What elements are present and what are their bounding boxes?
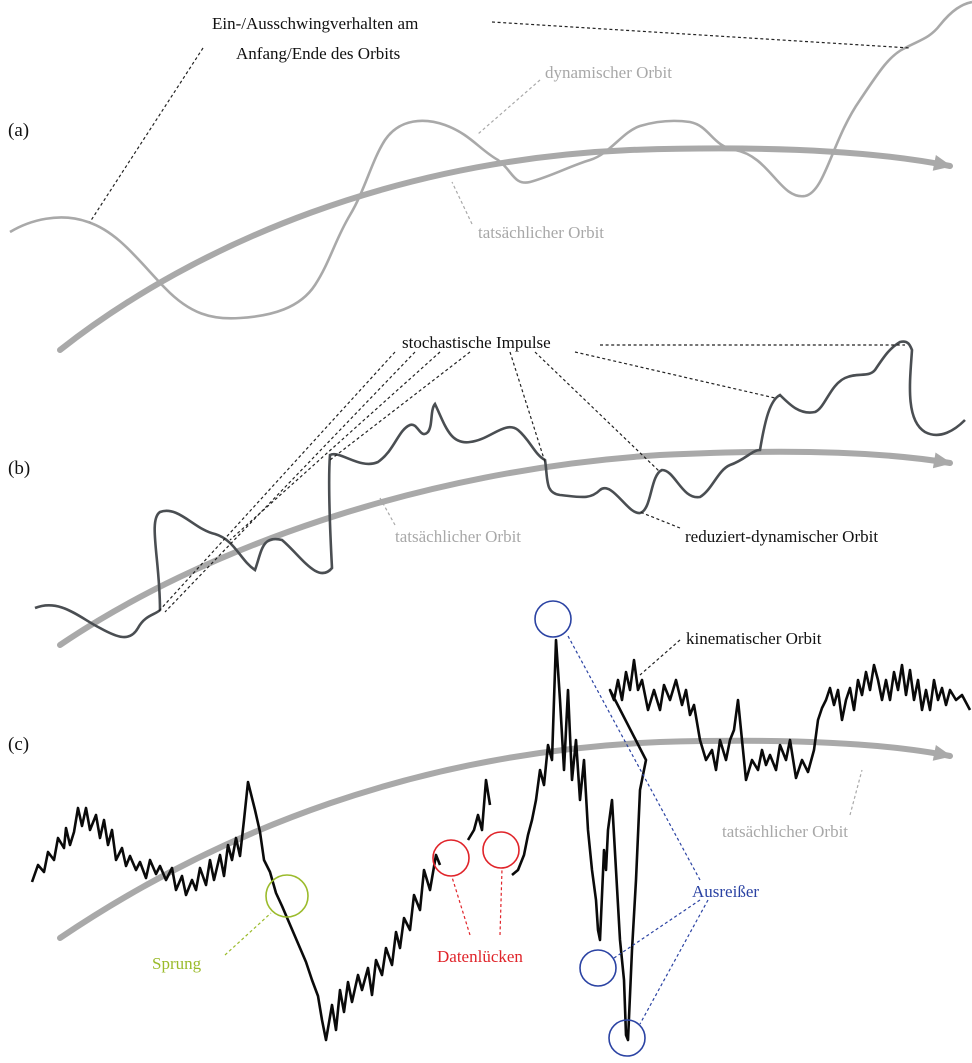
panel-c-outliers-label: Ausreißer [692, 882, 759, 901]
panel-c: (c) kinematischer Orbit tatsächlicher Or… [8, 600, 972, 1057]
panel-c-leader-jump [224, 912, 272, 956]
panel-a-leader-start [89, 47, 204, 223]
panel-c-label: (c) [8, 734, 29, 755]
panel-c-gaps-label: Datenlücken [437, 947, 523, 966]
panel-c-kinematic-orbit-label: kinematischer Orbit [686, 629, 822, 648]
panel-c-jump-marker [265, 874, 309, 918]
panel-c-leader-gap-2 [499, 868, 503, 936]
panel-c-leader-kinematic [639, 639, 681, 676]
panel-a-annotation-line1: Ein-/Ausschwingverhalten am [212, 14, 418, 33]
panel-c-true-orbit-arrow [57, 737, 953, 941]
panel-a-true-orbit-label: tatsächlicher Orbit [478, 223, 604, 242]
panel-c-outlier-marker-3 [608, 1019, 646, 1057]
panel-a-leader-true [451, 181, 473, 225]
panel-c-kinematic-orbit-seg3 [511, 638, 972, 1042]
panel-c-kinematic-orbit-seg1 [30, 780, 442, 1042]
panel-a-dynamic-orbit-curve [9, 0, 972, 320]
panel-b-true-orbit-arrow [57, 448, 953, 648]
panel-a-annotation-line2: Anfang/Ende des Orbits [236, 44, 400, 63]
panel-b-impulse-leaders [157, 344, 905, 613]
panel-b-true-orbit-label: tatsächlicher Orbit [395, 527, 521, 546]
panel-c-leader-outlier-2 [613, 899, 701, 959]
panel-b-leader-reduced [639, 511, 681, 529]
panel-c-gap-marker-2 [482, 831, 520, 869]
panel-c-jump-label: Sprung [152, 954, 202, 973]
panel-a-true-orbit-arrow [57, 145, 953, 353]
panel-a-leader-end [491, 21, 911, 49]
panel-a: (a) Ein-/Ausschwingverhalten am Anfang/E… [8, 0, 972, 353]
panel-c-kinematic-orbit-seg2 [466, 778, 492, 841]
panel-b-reduced-dynamic-orbit-curve [34, 340, 966, 639]
panel-c-leader-true [849, 769, 863, 816]
panel-c-outlier-marker-2 [579, 949, 617, 987]
panel-c-leader-gap-1 [451, 876, 471, 936]
panel-a-dynamic-orbit-label: dynamischer Orbit [545, 63, 672, 82]
panel-a-label: (a) [8, 120, 29, 141]
panel-c-gap-marker-1 [432, 839, 470, 877]
panel-b-reduced-orbit-label: reduziert-dynamischer Orbit [685, 527, 878, 546]
panel-c-true-orbit-label: tatsächlicher Orbit [722, 822, 848, 841]
panel-c-leader-outlier-3 [639, 899, 709, 1025]
panel-a-leader-dynamic [477, 79, 541, 135]
panel-c-leader-outlier-1 [567, 635, 701, 881]
panel-b-label: (b) [8, 458, 30, 479]
panel-c-outlier-marker-1 [534, 600, 572, 638]
panel-b: (b) stochastische Impulse tatsächlicher … [8, 333, 966, 648]
panel-b-impulses-label: stochastische Impulse [402, 333, 551, 352]
